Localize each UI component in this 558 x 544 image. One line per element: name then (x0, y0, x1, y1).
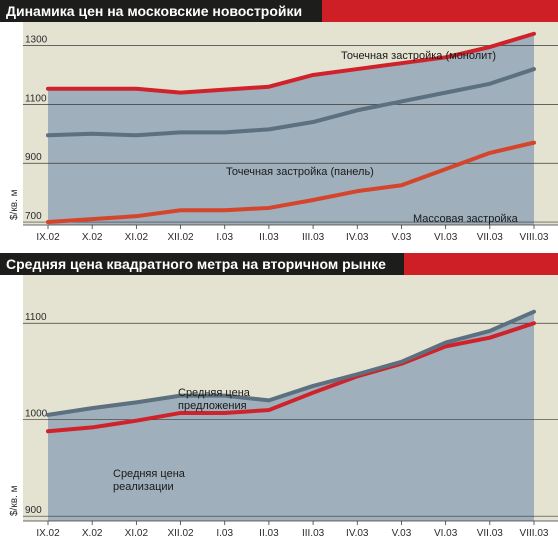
series-label-sale-line2: реализации (113, 481, 174, 493)
title-background (0, 253, 404, 275)
x-tick-label: VI.03 (434, 232, 458, 243)
title-accent-bar (404, 253, 558, 275)
x-tick-label: IX.02 (36, 528, 60, 539)
series-label-panel: Точечная застройка (панель) (226, 166, 374, 178)
series-label-monolit: Точечная застройка (монолит) (341, 50, 496, 62)
x-tick-label: II.03 (259, 232, 279, 243)
x-tick-label: VIII.03 (520, 528, 549, 539)
x-tick-label: VI.03 (434, 528, 458, 539)
series-label-offer-line2: предложения (178, 400, 247, 412)
x-tick-label: XII.02 (167, 232, 194, 243)
series-label-offer-line1: Средняя цена (178, 387, 251, 399)
y-axis-label: $/кв. м (9, 485, 20, 516)
title-accent-bar (322, 0, 558, 22)
x-tick-label: X.02 (82, 232, 103, 243)
x-tick-label: VIII.03 (520, 232, 549, 243)
chart-title-bar: Средняя цена квадратного метра на вторич… (0, 253, 558, 275)
x-tick-label: IV.03 (346, 528, 369, 539)
x-tick-label: I.03 (216, 528, 233, 539)
x-tick-label: VII.03 (477, 528, 504, 539)
y-tick-label: 1300 (25, 35, 48, 46)
chart-title: Динамика цен на московские новостройки (6, 3, 303, 19)
chart-title: Средняя цена квадратного метра на вторич… (6, 256, 386, 272)
y-tick-label: 1100 (25, 93, 47, 104)
area-fill (48, 311, 534, 521)
series-label-mass: Массовая застройка (413, 213, 519, 225)
x-tick-label: XI.02 (125, 232, 149, 243)
x-tick-label: VII.03 (477, 232, 504, 243)
chart-panel-secondary-market: Средняя цена квадратного метра на вторич… (0, 253, 558, 544)
x-tick-label: III.03 (302, 528, 325, 539)
series-label-sale-line1: Средняя цена (113, 468, 186, 480)
chart-plot: 700 900 1100 1300 IX.02 X.02 XI.02 XII.02 I.03 II… (9, 22, 558, 243)
x-tick-label: V.03 (392, 528, 412, 539)
chart-title-bar: Динамика цен на московские новостройки (0, 0, 558, 22)
x-tick-label: XII.02 (167, 528, 194, 539)
series-line (46, 140, 536, 225)
series-line (46, 67, 536, 138)
y-tick-label: 1100 (25, 312, 47, 323)
y-tick-label: 900 (25, 152, 42, 163)
x-tick-label: II.03 (259, 528, 279, 539)
title-background (0, 0, 322, 22)
area-fill (48, 33, 534, 226)
x-tick-label: III.03 (302, 232, 325, 243)
y-tick-label: 900 (25, 505, 42, 516)
x-tick-label: X.02 (82, 528, 103, 539)
chart-plot: 900 1000 1100 IX.02 X.02 XI.02 XII.02 I.03 II.03… (9, 275, 558, 539)
x-tick-label: IX.02 (36, 232, 60, 243)
y-tick-label: 1000 (25, 409, 48, 420)
series-line (46, 309, 536, 417)
x-tick-label: I.03 (216, 232, 233, 243)
y-axis-label: $/кв. м (9, 189, 20, 220)
x-tick-label: IV.03 (346, 232, 369, 243)
x-tick-label: XI.02 (125, 528, 149, 539)
y-tick-label: 700 (25, 211, 42, 222)
series-line (46, 31, 536, 95)
series-line (46, 321, 536, 434)
chart-panel-new-buildings: Динамика цен на московские новостройки 7… (0, 0, 558, 244)
x-tick-label: V.03 (392, 232, 412, 243)
